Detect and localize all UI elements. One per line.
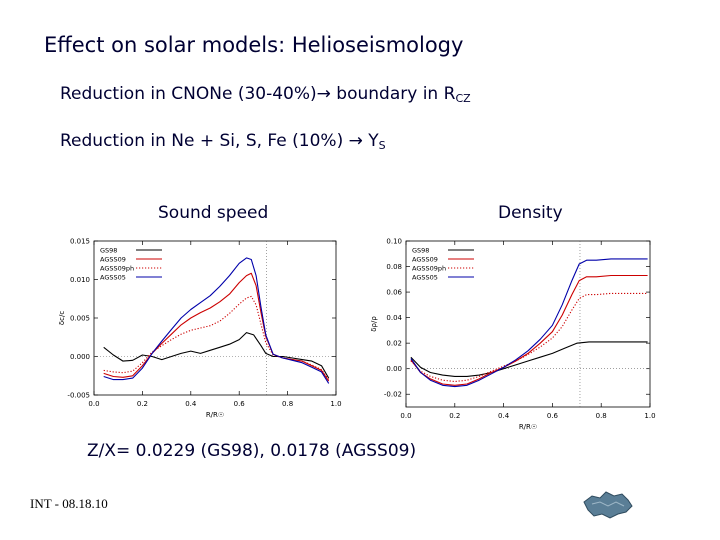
sound-legend-label: AGSS05 <box>100 274 126 282</box>
density-series-agss09ph <box>410 292 648 383</box>
sound-y-tick-label: 0.005 <box>70 315 90 323</box>
sound-y-tick-label: -0.005 <box>67 392 90 400</box>
arrow-right-icon: → <box>316 84 331 104</box>
sound-speed-label: Sound speed <box>158 203 269 223</box>
bullet-ne-si-text: Reduction in Ne + Si, S, Fe (10%) <box>60 131 349 151</box>
sound-legend-label: GS98 <box>100 247 117 255</box>
logo-icon <box>583 491 633 519</box>
density-x-tick-label: 1.0 <box>644 412 655 420</box>
bullet-cnone: Reduction in CNONe (30-40%)→ boundary in… <box>60 84 471 105</box>
density-chart: 0.0 0.2 0.4 0.6 0.8 1.0 -0.02 0.00 0.02 0.04 0.06 0… <box>370 238 656 432</box>
density-y-axis-label: δρ/ρ <box>370 316 378 332</box>
density-y-tick-label: 0.10 <box>386 238 402 246</box>
density-y-tick-label: 0.00 <box>386 365 402 373</box>
density-x-tick-label: 0.2 <box>449 412 460 420</box>
density-legend-label: AGSS09 <box>412 256 438 264</box>
sound-series-agss05 <box>103 257 330 384</box>
sound-x-tick-label: 0.6 <box>234 400 246 408</box>
sound-y-axis-label: δc/c <box>58 311 66 325</box>
sound-y-tick-label: 0.015 <box>70 238 90 246</box>
density-x-tick-label: 0.0 <box>400 412 411 420</box>
sound-legend-label: AGSS09 <box>100 256 126 264</box>
density-legend-label: AGSS09ph <box>412 265 446 273</box>
density-y-tick-label: 0.02 <box>386 340 402 348</box>
density-y-tick-label: 0.08 <box>386 263 402 271</box>
bullet-ne-si-tail: Y <box>362 131 379 151</box>
bullet-ne-si-sub: S <box>378 139 386 152</box>
density-legend-label: GS98 <box>412 247 429 255</box>
density-y-tick-label: 0.04 <box>386 314 402 322</box>
sound-x-tick-label: 0.4 <box>185 400 197 408</box>
density-series-agss05 <box>410 258 648 388</box>
bullet-cnone-text: Reduction in CNONe (30-40%) <box>60 84 317 104</box>
density-series-agss09 <box>410 274 648 386</box>
sound-y-tick-label: 0.010 <box>70 276 90 284</box>
bullet-cnone-tail: boundary in R <box>330 84 456 104</box>
density-x-axis-label: R/R☉ <box>519 423 537 431</box>
density-series-gs98 <box>410 341 648 377</box>
sound-legend-label: AGSS09ph <box>100 265 134 273</box>
density-label: Density <box>498 203 563 223</box>
slide-title: Effect on solar models: Helioseismology <box>44 33 464 57</box>
bullet-ne-si: Reduction in Ne + Si, S, Fe (10%) → YS <box>60 131 386 152</box>
sound-speed-chart: 0.0 0.2 0.4 0.6 0.8 1.0 -0.005 0.000 0.005 0.010 0… <box>58 238 342 420</box>
density-y-tick-label: 0.06 <box>386 289 402 297</box>
density-x-tick-label: 0.4 <box>498 412 510 420</box>
sound-x-tick-label: 0.2 <box>137 400 148 408</box>
density-x-tick-label: 0.8 <box>596 412 607 420</box>
density-x-tick-label: 0.6 <box>547 412 559 420</box>
metallicity-ratio-text: Z/X= 0.0229 (GS98), 0.0178 (AGSS09) <box>87 441 417 461</box>
sound-x-tick-label: 1.0 <box>330 400 341 408</box>
bullet-cnone-sub: CZ <box>455 92 471 105</box>
density-legend-label: AGSS05 <box>412 274 438 282</box>
density-y-tick-label: -0.02 <box>384 391 402 399</box>
arrow-right-icon: → <box>348 131 363 151</box>
sound-y-tick-label: 0.000 <box>70 353 90 361</box>
sound-x-axis-label: R/R☉ <box>206 411 224 419</box>
sound-x-tick-label: 0.0 <box>88 400 99 408</box>
sound-series-agss09ph <box>103 295 330 380</box>
footer-text: INT - 08.18.10 <box>30 496 108 511</box>
sound-series-gs98 <box>103 332 330 379</box>
density-plot-frame <box>405 240 651 408</box>
sound-x-tick-label: 0.8 <box>282 400 293 408</box>
